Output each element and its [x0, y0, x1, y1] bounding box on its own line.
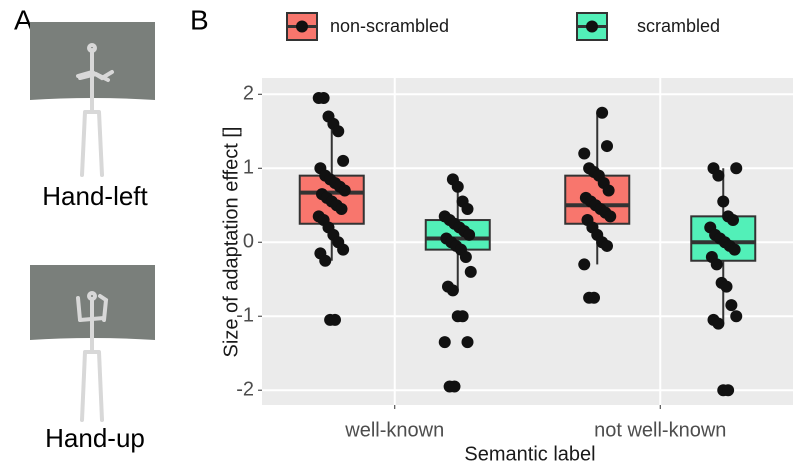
- legend-label: non-scrambled: [330, 16, 449, 36]
- stick-figure-image: [30, 22, 155, 177]
- data-point: [578, 147, 591, 160]
- data-point: [720, 280, 733, 293]
- x-tick-label: well-known: [344, 419, 444, 441]
- data-point: [725, 299, 738, 312]
- y-tick-label: -2: [236, 378, 254, 400]
- data-point: [722, 384, 735, 397]
- data-point: [448, 380, 461, 393]
- data-point: [459, 251, 472, 264]
- data-point: [710, 258, 723, 271]
- image-caption: Hand-left: [42, 181, 148, 211]
- data-point: [602, 184, 615, 197]
- data-point: [712, 169, 725, 182]
- data-point: [319, 254, 332, 267]
- data-point: [332, 125, 345, 138]
- box: [564, 174, 631, 225]
- data-point: [456, 310, 469, 323]
- data-point: [317, 91, 330, 104]
- y-tick-label: -1: [236, 305, 254, 327]
- data-point: [727, 214, 739, 227]
- data-point: [730, 310, 743, 323]
- panel-label: B: [190, 4, 209, 35]
- legend-key: [296, 20, 308, 33]
- data-point: [604, 210, 617, 223]
- data-point: [712, 317, 725, 330]
- y-tick-label: 0: [243, 231, 254, 253]
- data-point: [337, 154, 350, 167]
- data-point: [335, 202, 348, 215]
- data-point: [461, 202, 474, 215]
- data-point: [717, 195, 730, 208]
- data-point: [329, 313, 341, 326]
- data-point: [601, 239, 613, 252]
- data-point: [438, 336, 451, 349]
- data-point: [461, 336, 474, 349]
- data-point: [451, 180, 464, 193]
- panel-label: A: [14, 4, 33, 35]
- y-tick-label: 2: [243, 83, 254, 105]
- data-point: [578, 258, 591, 271]
- data-point: [338, 184, 351, 197]
- data-point: [463, 228, 476, 241]
- stick-figure-image: [30, 265, 155, 422]
- y-tick-label: 1: [243, 157, 254, 179]
- data-point: [337, 243, 350, 256]
- data-point: [601, 140, 613, 153]
- data-point: [464, 265, 477, 278]
- x-axis-label: Semantic label: [464, 443, 595, 465]
- data-point: [588, 291, 600, 304]
- image-caption: Hand-up: [45, 423, 145, 453]
- y-axis-label: Size of adaptation effect []: [220, 127, 242, 358]
- data-point: [730, 162, 743, 175]
- data-point: [728, 243, 741, 256]
- legend-key: [586, 20, 598, 33]
- x-tick-label: not well-known: [594, 419, 726, 441]
- data-point: [596, 106, 609, 119]
- data-point: [446, 284, 459, 297]
- legend-label: scrambled: [637, 16, 720, 36]
